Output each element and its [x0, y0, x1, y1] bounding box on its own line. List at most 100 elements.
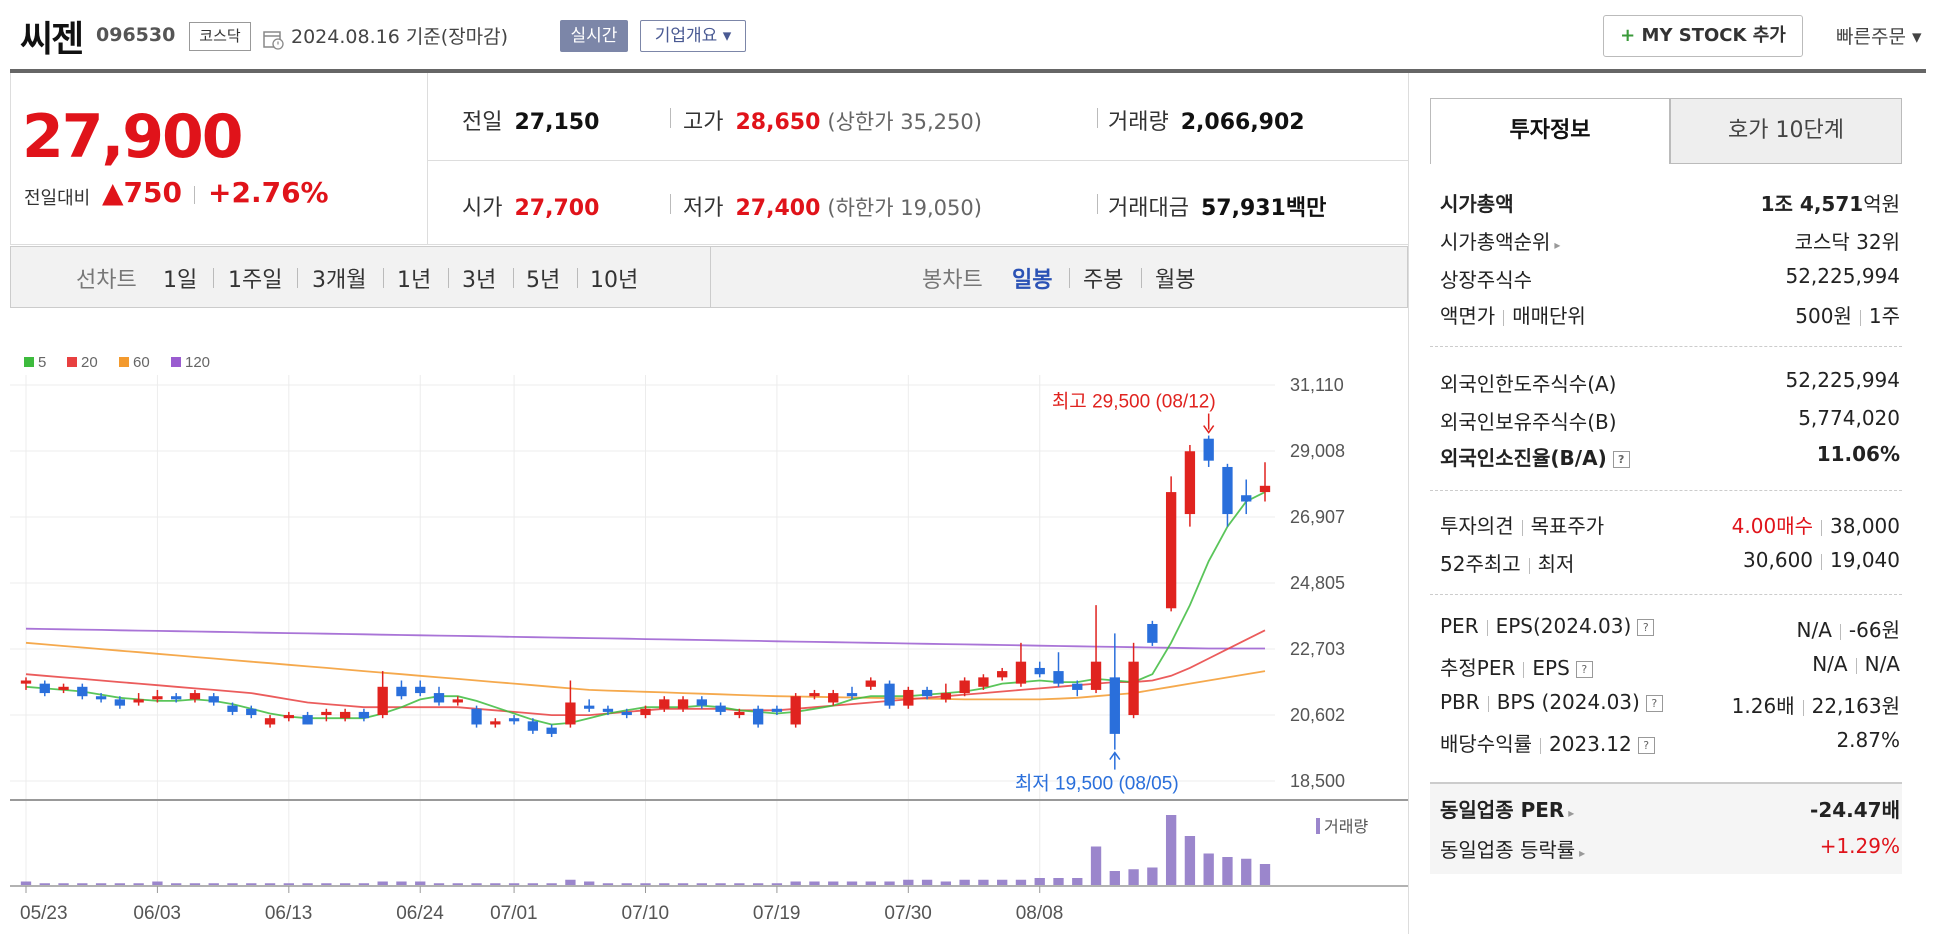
legend-swatch: [171, 357, 181, 367]
line-chart-label: 선차트: [76, 268, 137, 293]
per-row: PER EPS(2024.03)? N/A -66원: [1440, 614, 1900, 642]
industry-per-row[interactable]: 동일업종 PER ▸ -24.47배: [1440, 798, 1900, 822]
period-10y[interactable]: 10년: [590, 268, 639, 293]
period-1y[interactable]: 1년: [397, 268, 432, 293]
candle-body: [396, 686, 407, 697]
volume-bar: [114, 883, 126, 885]
tab-invest-info[interactable]: 투자정보: [1430, 98, 1670, 164]
volume-bar: [527, 883, 539, 885]
volume-bar: [790, 881, 801, 885]
volume-bar: [415, 881, 426, 885]
candle-body: [433, 693, 445, 703]
volume-bar: [1128, 869, 1139, 885]
volume-bar: [95, 883, 107, 885]
volume-bar: [339, 883, 351, 885]
volume-bar: [903, 879, 914, 885]
candle-body: [208, 696, 219, 703]
prev-close: 전일 27,150: [462, 110, 600, 135]
help-icon[interactable]: ?: [1645, 695, 1663, 712]
candle-body: [978, 677, 989, 687]
base-date: 2024.08.16 기준(장마감): [291, 26, 509, 48]
candle-body: [20, 680, 32, 684]
right-panel: [1408, 73, 1936, 934]
separator: [1855, 657, 1857, 674]
candle-daily[interactable]: 일봉: [1012, 268, 1053, 293]
candle-body: [264, 718, 276, 725]
period-1d[interactable]: 1일: [163, 268, 198, 293]
est-per-row: 추정PER EPS? N/A N/A: [1440, 652, 1900, 680]
candle-body: [321, 711, 332, 716]
x-tick-label: 08/08: [1016, 903, 1064, 924]
separator: [194, 186, 195, 204]
volume-bar: [997, 879, 1008, 885]
x-tick-label: 07/10: [622, 903, 670, 924]
realtime-button[interactable]: 실시간: [560, 20, 628, 52]
candle-weekly[interactable]: 주봉: [1083, 268, 1124, 293]
candle-body: [114, 699, 126, 706]
toolbar-divider: [710, 246, 711, 308]
period-3m[interactable]: 3개월: [312, 268, 367, 293]
help-icon[interactable]: ?: [1612, 451, 1630, 468]
separator: [1523, 661, 1525, 678]
volume-bar: [302, 883, 313, 885]
market-cap-row: 시가총액 1조 4,571억원: [1440, 192, 1900, 216]
candle-body: [152, 696, 163, 700]
legend-swatch: [119, 357, 129, 367]
candle-body: [527, 721, 539, 731]
stock-code: 096530: [96, 24, 176, 46]
candle-body: [283, 715, 294, 719]
period-1w[interactable]: 1주일: [228, 268, 283, 293]
volume-bar: [264, 883, 276, 885]
candle-body: [490, 721, 501, 725]
stats-divider: [428, 160, 1408, 161]
volume-bar: [659, 883, 670, 885]
candle-body: [640, 708, 651, 716]
volume-bar: [546, 883, 557, 885]
industry-rate-row[interactable]: 동일업종 등락률 ▸ +1.29%: [1440, 834, 1900, 862]
separator: [1802, 699, 1804, 716]
volume-bar: [208, 883, 219, 885]
help-icon[interactable]: ?: [1637, 619, 1655, 636]
candle-body: [471, 708, 482, 725]
plus-icon: +: [1620, 25, 1636, 46]
tab-order-book[interactable]: 호가 10단계: [1670, 98, 1902, 164]
volume-bar: [189, 883, 201, 885]
period-toolbar: [10, 246, 1408, 308]
volume-bar: [321, 883, 332, 885]
candle-body: [940, 693, 952, 700]
volume-bar: [1203, 853, 1214, 885]
candle-body: [1165, 492, 1177, 609]
volume-bar: [1165, 815, 1177, 885]
volume-legend-label: 거래량: [1324, 818, 1368, 836]
stats-grid: [428, 73, 1408, 245]
add-mystock-button[interactable]: + MY STOCK 추가: [1603, 15, 1803, 57]
period-5y[interactable]: 5년: [526, 268, 561, 293]
volume-bar: [490, 883, 501, 885]
x-tick-label: 06/13: [265, 903, 313, 924]
volume-bar: [1109, 871, 1120, 885]
volume-bar: [677, 883, 689, 885]
low-arrow-head: [1109, 751, 1121, 761]
market-cap-rank-row[interactable]: 시가총액순위 ▸ 코스닥 32위: [1440, 230, 1900, 254]
candle-monthly[interactable]: 월봉: [1155, 268, 1196, 293]
candle-body: [1222, 466, 1233, 515]
candle-body: [58, 686, 69, 690]
volume-bar: [1072, 878, 1083, 885]
y-tick-label: 24,805: [1290, 573, 1345, 593]
separator: [670, 108, 671, 128]
header-divider: [10, 69, 1926, 73]
volume-bar: [471, 883, 482, 885]
volume-bar: [752, 883, 764, 885]
period-3y[interactable]: 3년: [462, 268, 497, 293]
help-icon[interactable]: ?: [1637, 737, 1655, 754]
company-overview-dropdown[interactable]: 기업개요 ▾: [640, 20, 746, 52]
fast-order-dropdown[interactable]: 빠른주문 ▾: [1836, 26, 1922, 48]
separator: [297, 268, 298, 288]
caret-right-icon: ▸: [1554, 238, 1561, 252]
volume-bar: [978, 879, 989, 885]
trade-amount: 거래대금 57,931백만: [1108, 196, 1327, 221]
help-icon[interactable]: ?: [1575, 661, 1593, 678]
candle-body: [659, 699, 670, 709]
y-tick-label: 20,602: [1290, 705, 1345, 725]
x-tick-label: 07/30: [884, 903, 932, 924]
